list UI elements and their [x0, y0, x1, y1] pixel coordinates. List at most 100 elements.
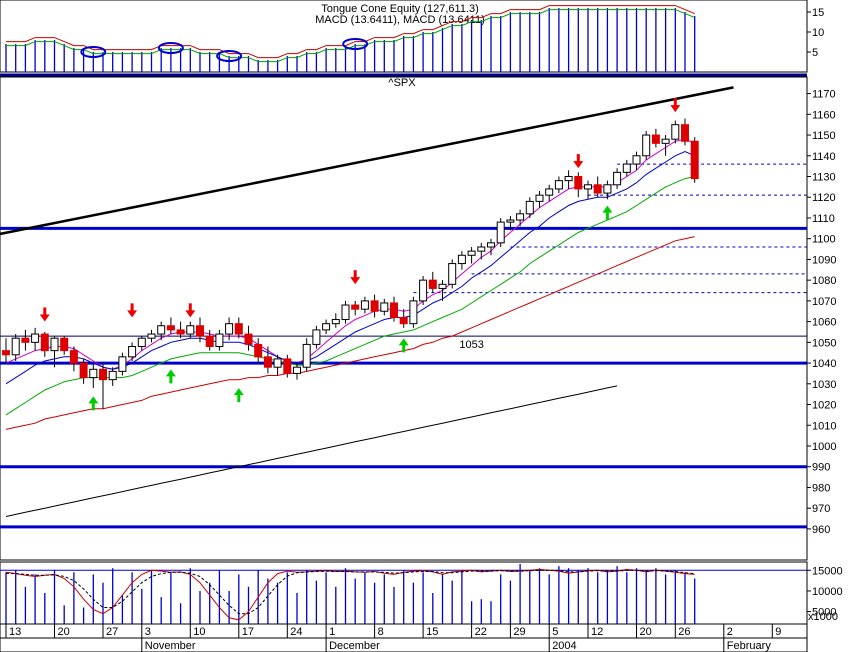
candle-body [642, 134, 651, 157]
candle-body [196, 325, 204, 337]
price-arrows [39, 98, 681, 411]
buy-arrow-head [602, 205, 613, 213]
buy-arrow-head [165, 369, 176, 377]
price-y-axis-tick-label: 1030 [812, 379, 836, 391]
x-axis-month-label: 2004 [552, 640, 576, 652]
price-trendline [0, 86, 734, 236]
price-y-axis: 960 970 980 990 1000 1010 1020 1030 1040 1050 1060… [807, 89, 836, 536]
candle-body [399, 316, 408, 325]
x-axis-month-label: February [727, 640, 772, 652]
candle-body [31, 333, 40, 343]
candle-body [661, 138, 670, 144]
candle-body [176, 329, 185, 335]
candle-body [108, 370, 117, 381]
candle-body [390, 302, 398, 318]
candle-body [496, 221, 505, 244]
x-axis-month-label: November [145, 640, 196, 652]
macd-highlight-ellipse [80, 46, 107, 58]
candle-body [341, 304, 350, 321]
price-y-axis-tick-label: 1110 [812, 213, 835, 225]
buy-arrow-head [88, 396, 99, 404]
candle-body [157, 325, 166, 335]
price-horizontal-lines [0, 163, 807, 529]
macd-highlight-ellipse [216, 50, 243, 62]
price-y-axis-tick-label: 1010 [812, 420, 836, 432]
x-axis-day-label: 3 [145, 626, 151, 638]
macd-line [6, 5, 695, 59]
candle-body [69, 350, 78, 364]
x-axis-day-label: 8 [378, 626, 384, 638]
candle-body [21, 337, 30, 343]
x-axis-day-label: 2 [727, 626, 733, 638]
candle-body [360, 300, 369, 310]
macd-ellipses [80, 38, 369, 62]
buy-arrow-head [398, 338, 409, 346]
candle-body [293, 366, 301, 374]
price-y-axis-tick-label: 990 [812, 462, 830, 474]
candle-body [671, 124, 680, 140]
x-axis-day-label: 20 [58, 626, 70, 638]
volume-y-axis-tick-label: 10000 [812, 586, 843, 598]
candle-body [516, 213, 525, 221]
price-y-axis-tick-label: 1090 [812, 254, 836, 266]
candle-body [584, 184, 592, 190]
macd-title: Tongue Cone Equity (127,611.3) [321, 3, 479, 15]
x-axis-day-label: 20 [640, 626, 652, 638]
candle-body [244, 333, 253, 345]
candle-body [351, 304, 360, 310]
candle-body [487, 242, 495, 248]
candle-body [50, 337, 59, 352]
candle-body [535, 194, 544, 202]
x-axis-day-label: 27 [106, 626, 118, 638]
volume-y-axis-tick-label: 5000 [812, 607, 836, 619]
x-axis-day-label: 15 [426, 626, 438, 638]
price-y-axis-tick-label: 1150 [812, 130, 836, 142]
price-title: ^SPX [388, 77, 416, 89]
x-axis-day-label: 29 [513, 626, 525, 638]
candle-body [564, 176, 573, 182]
price-level-annotation: 1053 [459, 339, 483, 351]
candle-body [681, 124, 689, 142]
candle-body [593, 184, 602, 194]
buy-arrow-head [233, 388, 244, 396]
macd-y-axis-tick-label: 15 [812, 7, 824, 19]
price-y-axis-tick-label: 1160 [812, 109, 836, 121]
candle-body [370, 300, 379, 312]
price-y-axis-tick-label: 1170 [812, 89, 836, 101]
sell-arrow-head [350, 277, 361, 285]
candle-body [128, 345, 137, 358]
price-trendline [0, 86, 734, 236]
candle-body [234, 323, 243, 335]
price-panel-frame [0, 76, 808, 561]
macd-y-axis-tick-label: 5 [812, 47, 818, 59]
sell-arrow-head [185, 310, 196, 318]
candle-body [690, 140, 699, 180]
volume-y-axis: 5000 10000 15000 x1000 [807, 565, 843, 623]
x-axis-day-label: 10 [193, 626, 205, 638]
candle-body [613, 171, 622, 186]
candle-body [409, 300, 418, 325]
candle-body [225, 323, 234, 335]
macd-panel: Tongue Cone Equity (127,611.3) MACD (13.… [0, 0, 824, 73]
price-annotations: 1053 [459, 339, 483, 351]
macd-highlight-ellipse [157, 42, 184, 54]
volume-unit-label: x1000 [808, 611, 838, 623]
price-y-axis-tick-label: 1140 [812, 151, 836, 163]
sell-arrow-head [573, 161, 584, 169]
candle-body [651, 134, 660, 144]
price-y-axis-tick-label: 1130 [812, 172, 836, 184]
price-y-axis-tick-label: 1020 [812, 400, 836, 412]
macd-y-axis-tick-label: 10 [812, 27, 824, 39]
candle-body [40, 333, 49, 352]
price-y-axis-tick-label: 980 [812, 482, 830, 494]
candle-body [79, 362, 88, 379]
price-y-axis-tick-label: 1070 [812, 296, 836, 308]
candle-body [603, 184, 612, 194]
candle-body [99, 368, 107, 381]
stochastic-k [5, 568, 695, 621]
candle-body [2, 350, 10, 356]
volume-y-axis-tick-label: 15000 [812, 565, 843, 577]
candle-body [622, 163, 631, 173]
